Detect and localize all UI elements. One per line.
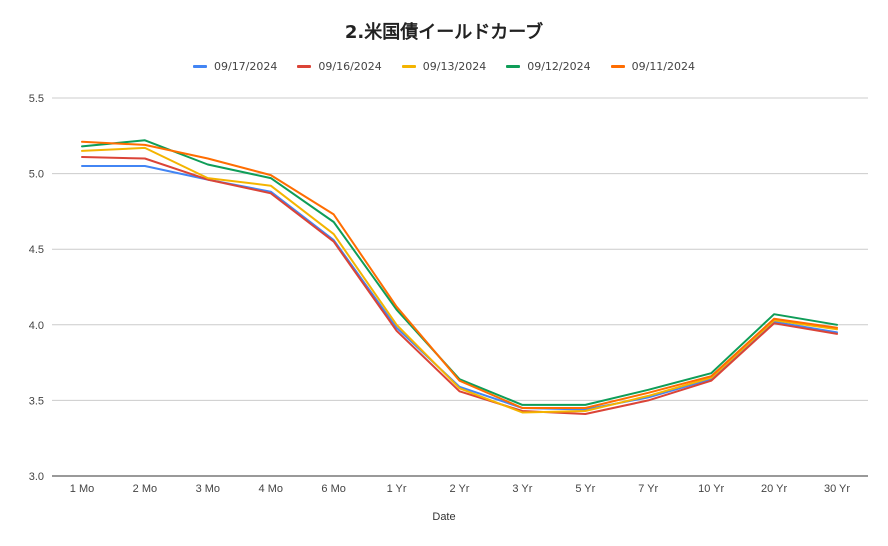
x-tick-label: 3 Mo	[196, 483, 220, 495]
y-tick-label: 3.5	[29, 395, 44, 407]
x-tick-label: 5 Yr	[575, 483, 595, 495]
x-tick-label: 7 Yr	[638, 483, 658, 495]
y-tick-label: 5.0	[29, 169, 44, 181]
series-line-0[interactable]	[81, 165, 838, 411]
series-line-4[interactable]	[81, 140, 838, 409]
y-tick-label: 4.0	[29, 320, 44, 332]
x-tick-label: 2 Mo	[133, 483, 157, 495]
x-axis-title: Date	[432, 511, 456, 523]
y-tick-label: 5.5	[29, 93, 44, 105]
x-tick-label: 20 Yr	[761, 483, 787, 495]
legend-swatch-0	[192, 65, 207, 68]
x-tick-label: 30 Yr	[824, 483, 850, 495]
legend-label-0: 09/17/2024	[213, 60, 278, 73]
x-tick-label: 3 Yr	[512, 483, 532, 495]
legend-swatch-1	[297, 65, 312, 68]
series-line-1[interactable]	[81, 156, 838, 415]
legend-item-4[interactable]: 09/11/2024	[610, 60, 696, 73]
x-tick-label: 4 Mo	[259, 483, 283, 495]
legend-swatch-4	[610, 65, 625, 68]
x-tick-label: 6 Mo	[321, 483, 345, 495]
legend-label-1: 09/16/2024	[318, 60, 382, 73]
x-tick-label: 2 Yr	[450, 483, 470, 495]
legend-item-2[interactable]: 09/13/2024	[401, 60, 487, 73]
x-tick-label: 1 Mo	[70, 483, 94, 495]
legend-item-1[interactable]: 09/16/2024	[297, 60, 382, 73]
legend: 09/17/2024 09/16/2024 09/13/2024 09/12/2…	[0, 60, 888, 73]
legend-item-3[interactable]: 09/12/2024	[506, 60, 591, 73]
series-line-2[interactable]	[81, 146, 838, 414]
legend-label-4: 09/11/2024	[631, 60, 696, 73]
legend-item-0[interactable]: 09/17/2024	[192, 60, 278, 73]
legend-swatch-3	[506, 65, 521, 68]
legend-label-3: 09/12/2024	[527, 60, 591, 73]
x-tick-label: 10 Yr	[698, 483, 724, 495]
y-tick-label: 3.0	[29, 471, 44, 483]
x-tick-label: 1 Yr	[387, 483, 407, 495]
legend-label-2: 09/13/2024	[422, 60, 487, 73]
chart-title: 2.米国債イールドカーブ	[344, 22, 544, 43]
y-tick-label: 4.5	[29, 244, 44, 256]
legend-swatch-2	[401, 65, 416, 68]
